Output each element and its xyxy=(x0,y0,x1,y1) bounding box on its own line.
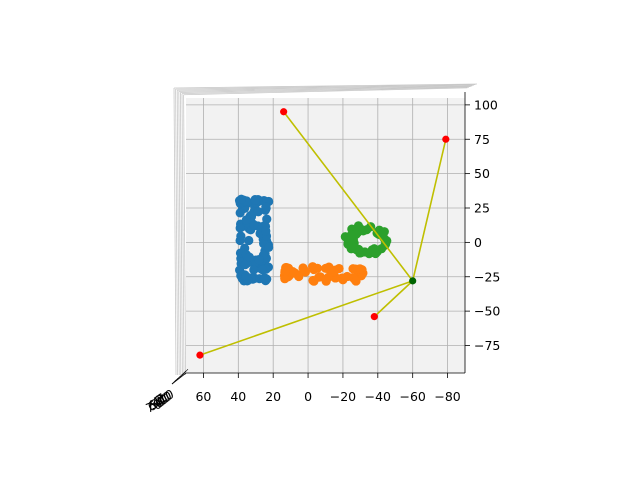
red-point xyxy=(370,313,378,321)
pane-left-edge xyxy=(175,89,178,376)
x-tick-label: −20 xyxy=(330,389,356,404)
x-tick-label: −40 xyxy=(365,389,391,404)
y-tick-label: −75 xyxy=(474,338,500,353)
z-tick-label: 70 xyxy=(144,396,164,416)
y-axis-ticks: 100 75 50 25 0 −25 −50 −75 xyxy=(465,97,500,353)
y-tick-label: −50 xyxy=(474,304,500,319)
series-point xyxy=(250,195,260,205)
z-tick-mark xyxy=(183,368,189,374)
pane-left-edge xyxy=(173,87,177,376)
axes-pane xyxy=(186,98,465,373)
connection-line xyxy=(199,280,413,356)
series-point xyxy=(321,274,331,285)
pane-top-edge xyxy=(178,85,473,92)
series-point xyxy=(244,252,254,262)
series-layer xyxy=(234,194,392,286)
series-point xyxy=(235,235,245,246)
y-tick-label: 50 xyxy=(474,166,490,181)
x-tick-label: 0 xyxy=(304,389,312,404)
series-point xyxy=(261,226,271,236)
connection-lines xyxy=(199,111,447,356)
y-tick-label: 75 xyxy=(474,132,490,147)
pane-frames xyxy=(173,83,478,376)
pane-left-edge xyxy=(180,92,183,376)
series-point xyxy=(261,202,271,212)
z-tick-label: 50 xyxy=(148,393,168,413)
pane-left-edge xyxy=(183,94,186,376)
series-point xyxy=(235,223,245,233)
pane-top-edge xyxy=(175,84,476,90)
series-point xyxy=(370,248,381,259)
y-tick-label: 25 xyxy=(474,201,490,216)
red-point xyxy=(196,351,204,359)
series-point xyxy=(347,230,357,240)
pane-top-edge xyxy=(173,83,478,89)
pane-top-edge xyxy=(181,86,470,94)
z-tick-label: 10 xyxy=(156,386,176,406)
z-tick-label: 40 xyxy=(150,391,170,411)
connection-line xyxy=(283,111,414,282)
series-point xyxy=(262,214,272,224)
series-point xyxy=(249,220,259,230)
series-point xyxy=(342,271,352,282)
point-markers xyxy=(196,108,450,359)
series-point xyxy=(329,267,339,277)
series-point xyxy=(241,271,251,281)
pane-left-edge xyxy=(178,91,182,376)
series-point xyxy=(321,263,331,273)
series-point xyxy=(355,264,365,274)
pane-left-edge xyxy=(176,90,180,376)
series-point xyxy=(280,266,290,276)
red-point xyxy=(442,135,450,143)
series-point xyxy=(249,265,259,275)
pane-top-edge xyxy=(183,87,468,96)
x-tick-label: 60 xyxy=(195,389,211,404)
pane-top-edge xyxy=(177,84,474,91)
z-tick-label: 60 xyxy=(146,394,166,414)
series-point xyxy=(312,263,323,273)
series-point xyxy=(264,242,274,252)
x-tick-label: −80 xyxy=(434,389,460,404)
pane-top-edge xyxy=(180,86,471,93)
axis-lines xyxy=(186,92,466,374)
series-point xyxy=(299,265,310,276)
x-tick-label: −60 xyxy=(399,389,425,404)
series-point xyxy=(244,235,254,246)
series-point xyxy=(309,276,319,286)
series-point xyxy=(260,273,270,283)
x-tick-label: 40 xyxy=(230,389,246,404)
series-point xyxy=(343,239,353,249)
series-point xyxy=(280,274,290,284)
connection-line xyxy=(373,280,414,318)
series-point xyxy=(351,276,361,286)
x-tick-label: 20 xyxy=(265,389,281,404)
red-point xyxy=(280,108,288,116)
series-point xyxy=(257,265,268,275)
series-point xyxy=(253,207,263,217)
series-point xyxy=(236,194,246,204)
y-tick-label: 0 xyxy=(474,235,482,250)
connection-line xyxy=(411,139,447,282)
x-axis-ticks: 60 40 20 0 −20 −40 −60 −80 xyxy=(195,373,461,404)
z-tick-label: 20 xyxy=(154,388,174,408)
series-point xyxy=(254,254,264,265)
hub-point xyxy=(409,277,417,285)
series-point xyxy=(235,208,245,218)
y-tick-label: 100 xyxy=(474,97,498,112)
z-tick-label: 30 xyxy=(152,389,172,409)
y-tick-label: −25 xyxy=(474,269,500,284)
pane-left-edge xyxy=(181,93,185,376)
series-point xyxy=(241,215,251,225)
